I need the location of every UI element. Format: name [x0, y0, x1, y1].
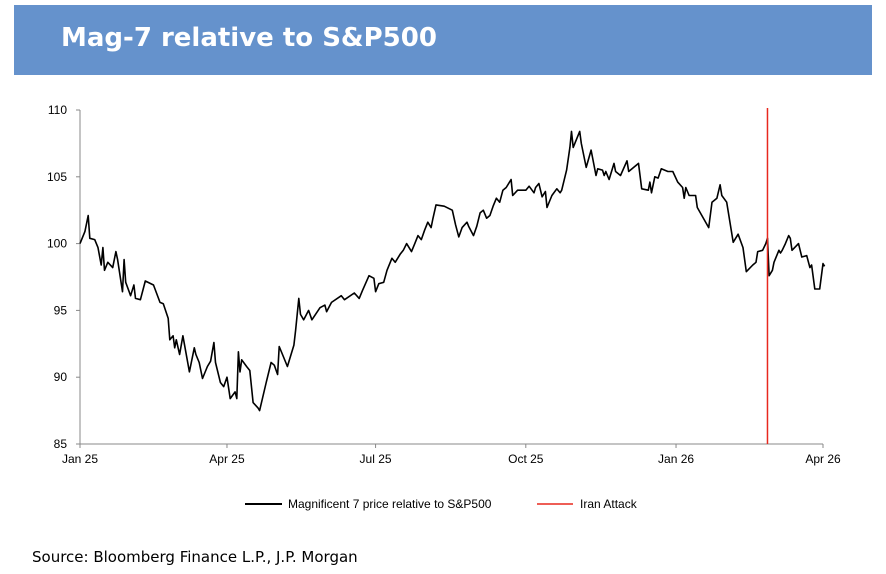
- x-tick-label: Jul 25: [360, 452, 392, 466]
- y-tick-label: 85: [54, 437, 68, 451]
- y-tick-label: 110: [48, 103, 67, 117]
- legend: Magnificent 7 price relative to S&P500 I…: [245, 497, 638, 511]
- legend-label-iran-attack: Iran Attack: [580, 497, 638, 511]
- y-tick-label: 95: [54, 303, 68, 317]
- series-line-mag7: [79, 130, 826, 412]
- x-tick-label: Oct 25: [508, 452, 544, 466]
- x-tick-label: Jan 26: [658, 452, 694, 466]
- y-tick-label: 100: [47, 237, 67, 251]
- chart-title: Mag-7 relative to S&P500: [61, 23, 437, 53]
- source-note: Source: Bloomberg Finance L.P., J.P. Mor…: [32, 548, 358, 566]
- x-tick-label: Apr 25: [209, 452, 245, 466]
- x-tick-label: Jan 25: [62, 452, 98, 466]
- legend-label-mag7: Magnificent 7 price relative to S&P500: [288, 497, 492, 511]
- x-tick-label: Apr 26: [805, 452, 841, 466]
- title-banner: Mag-7 relative to S&P500: [14, 5, 872, 75]
- y-tick-label: 105: [47, 170, 67, 184]
- y-tick-label: 90: [54, 370, 68, 384]
